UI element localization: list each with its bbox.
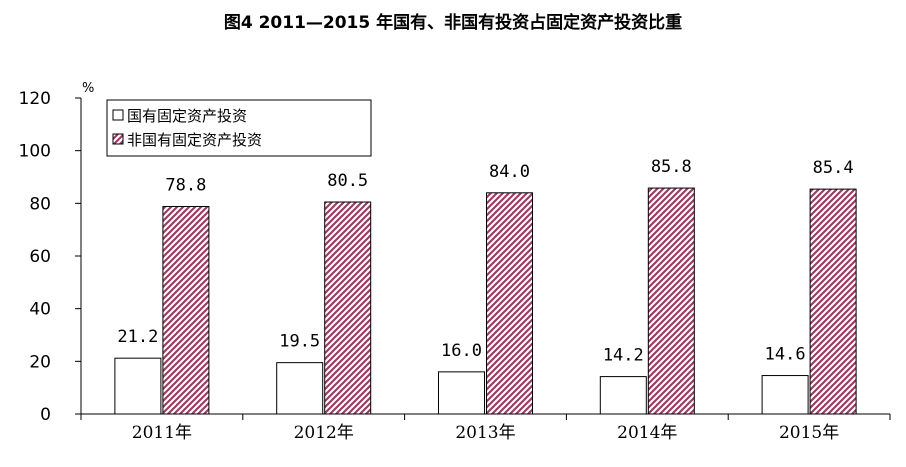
bar-state-owned — [438, 371, 485, 415]
data-label: 14.6 — [765, 345, 806, 365]
x-tick-label: 2013年 — [455, 423, 515, 443]
bar-non-state-owned — [486, 192, 533, 415]
data-label: 84.0 — [489, 162, 530, 182]
bar-non-state-owned — [162, 205, 210, 415]
legend-label: 非国有固定资产投资 — [127, 131, 262, 149]
axes: 0 20 40 60 80 100 120% 2011年 2012年 2013年 2014年 2015… — [19, 81, 891, 443]
data-label: 85.8 — [651, 157, 692, 177]
y-tick-label: 0 — [40, 405, 51, 425]
legend-swatch — [112, 133, 124, 145]
x-tick-label: 2012年 — [294, 423, 354, 443]
bars — [114, 187, 857, 415]
bar-state-owned — [599, 376, 647, 415]
data-label: 21.2 — [117, 327, 158, 347]
data-label: 78.8 — [165, 175, 206, 195]
bar-state-owned — [276, 362, 324, 415]
y-tick-label: 80 — [29, 194, 51, 214]
x-tick-label: 2015年 — [779, 423, 839, 443]
y-tick-label: 20 — [29, 352, 51, 372]
y-tick-label: 40 — [29, 300, 51, 320]
y-tick-label: 60 — [29, 247, 51, 267]
y-unit-label: % — [82, 81, 94, 96]
bar-state-owned — [114, 357, 162, 415]
data-label: 85.4 — [813, 158, 854, 178]
legend-box — [106, 99, 372, 157]
x-tick-label: 2011年 — [132, 423, 192, 443]
x-tick-label: 2014年 — [617, 423, 677, 443]
bar-non-state-owned — [809, 188, 857, 415]
y-tick-label: 120 — [19, 89, 51, 109]
bar-non-state-owned — [647, 187, 695, 415]
legend-label: 国有固定资产投资 — [127, 107, 247, 125]
bar-non-state-owned — [324, 201, 372, 415]
data-labels: 21.2 78.8 19.5 80.5 16.0 84.0 14.2 85.8 14.6 85.4 — [117, 157, 853, 366]
data-label: 14.2 — [603, 346, 644, 366]
y-tick-label: 100 — [19, 142, 51, 162]
data-label: 80.5 — [327, 171, 368, 191]
legend-swatch — [112, 109, 124, 121]
chart-title: 图4 2011—2015 年国有、非国有投资占固定资产投资比重 — [223, 13, 683, 33]
data-label: 16.0 — [441, 341, 482, 361]
data-label: 19.5 — [279, 332, 320, 352]
bar-state-owned — [761, 375, 809, 415]
